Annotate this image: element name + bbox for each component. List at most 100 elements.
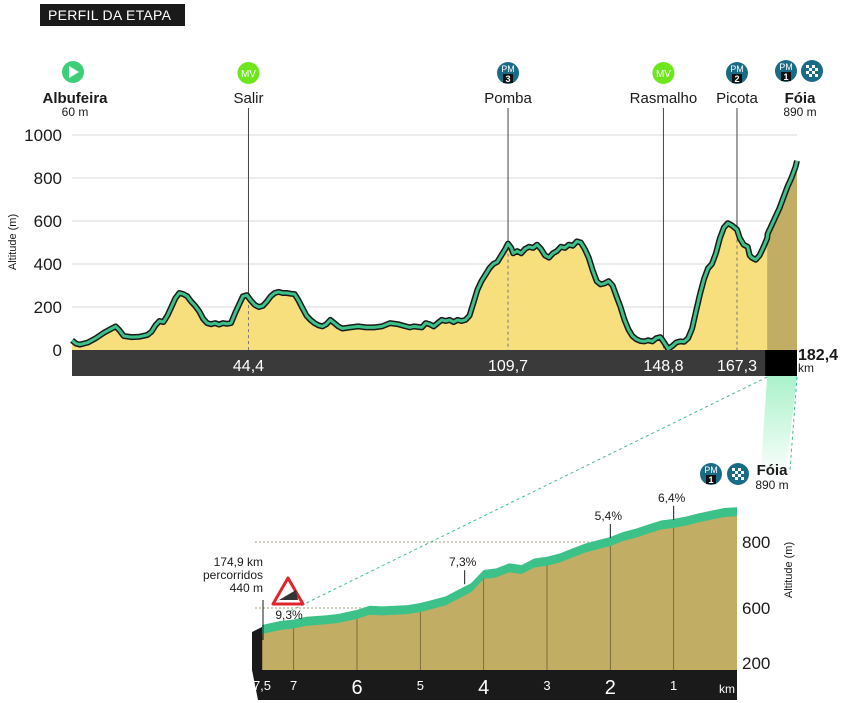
detail-km-label: 4: [478, 677, 489, 699]
detail-km-bar: 7,5 7 6 5 4 3 2 1 km: [252, 670, 737, 700]
header-title: PERFIL DA ETAPA: [48, 7, 172, 23]
finish-flag-square: [735, 477, 738, 480]
pm-badge-text: PM: [501, 64, 515, 74]
pm-badge-category-box: [503, 74, 514, 83]
pm-badge-icon: PM1: [775, 60, 797, 82]
pm-badge-category: 3: [506, 74, 511, 84]
pm-badge-icon: PM2: [725, 62, 748, 84]
detail-finish-altitude: 890 m: [755, 478, 788, 492]
pm-badge-circle: [497, 62, 520, 84]
main-km-label: 109,7: [488, 358, 528, 375]
detail-profile-area: [252, 512, 737, 670]
main-km-label: 148,8: [643, 358, 683, 375]
start-icon: [62, 61, 84, 83]
detail-km-label: 3: [543, 678, 550, 693]
main-profile-area: [72, 160, 797, 350]
finish-flag-square: [735, 471, 738, 474]
sprint-badge-text: MV: [656, 69, 671, 80]
main-y-tick: 600: [34, 212, 62, 231]
finish-flag-square: [812, 65, 815, 68]
sprint-badge-icon: MV: [237, 62, 260, 84]
main-finish-km: 182,4: [798, 347, 838, 364]
pm-badge-text: PM: [704, 465, 718, 475]
main-profile-chart: 0 200 400 600 800 1000 Altitude (m) 44,4 109,7…: [7, 60, 838, 376]
header-background: [40, 4, 185, 26]
detail-y-tick: 800: [742, 533, 770, 552]
detail-km-label: 1: [670, 678, 677, 693]
pm-badge-category-box: [731, 74, 742, 83]
connector-glow: [760, 376, 797, 480]
start-note-line: percorridos: [203, 568, 263, 582]
detail-y-tick: 200: [742, 654, 770, 673]
detail-km-label: 7: [290, 678, 297, 693]
main-location-lines: [247, 108, 738, 350]
pm-badge-category: 1: [783, 72, 788, 82]
main-y-axis-label: Altitude (m): [7, 214, 19, 270]
main-y-tick: 0: [53, 341, 62, 360]
start-icon-triangle: [69, 66, 79, 78]
finish-flag-icon: [801, 60, 823, 82]
location-altitude: 890 m: [783, 105, 816, 119]
sprint-badge-circle: [652, 62, 675, 84]
pm-badge-circle: [725, 62, 748, 84]
warning-triangle: [271, 576, 305, 606]
finish-flag-square: [741, 471, 744, 474]
main-km-bar-final: [765, 350, 797, 376]
finish-flag-square: [732, 474, 735, 477]
pm-badge-category: 2: [734, 74, 739, 84]
detail-km-unit: km: [719, 682, 735, 696]
main-km-label: 44,4: [233, 358, 264, 375]
detail-road-band: [262, 507, 737, 634]
finish-flag-square: [809, 74, 812, 77]
main-km-bar: 44,4 109,7 148,8 167,3 182,4km: [72, 347, 838, 376]
header: PERFIL DA ETAPA: [40, 4, 185, 26]
pm-badge-icon: PM3: [497, 62, 520, 84]
location-name: Pomba: [484, 90, 532, 107]
main-y-tick: 800: [34, 169, 62, 188]
sprint-badge-text: MV: [241, 69, 256, 80]
pm-badge-text: PM: [779, 62, 793, 72]
finish-flag-square: [738, 474, 741, 477]
finish-flag-square: [815, 68, 818, 71]
finish-flag-square: [809, 68, 812, 71]
location-altitude: 60 m: [62, 105, 89, 119]
main-y-tick: 1000: [24, 126, 62, 145]
gradient-label: 5,4%: [595, 509, 623, 523]
finish-flag-square: [806, 65, 809, 68]
finish-flag-square: [812, 71, 815, 74]
location-name: Picota: [716, 90, 758, 107]
pm-badge-category: 1: [708, 475, 713, 485]
detail-start-wedge: [252, 627, 262, 670]
final-climb-chart: 200 600 800 Altitude (m) 7,5 7 6 5 4 3 2 1 km 9,3%…: [203, 462, 795, 700]
detail-km-label: 2: [605, 677, 616, 699]
start-note-line: 174,9 km: [214, 555, 263, 569]
location-name: Albufeira: [42, 90, 108, 107]
gradient-label: 7,3%: [449, 555, 477, 569]
detail-gradients: 9,3% 7,3% 5,4% 6,4%: [271, 491, 686, 622]
pm-badge-category-box: [706, 475, 716, 484]
detail-km-label: 7,5: [253, 678, 271, 693]
gradient-label: 6,4%: [658, 491, 686, 505]
finish-flag-square: [732, 468, 735, 471]
detail-km-label: 6: [351, 677, 362, 699]
main-profile-line: [71, 160, 799, 351]
detail-finish-name: Fóia: [757, 462, 788, 479]
detail-y-axis-label: Altitude (m): [783, 542, 795, 598]
detail-y-tick: 600: [742, 599, 770, 618]
finish-flag-square: [815, 74, 818, 77]
main-finish-km-unit: km: [798, 361, 814, 375]
warning-slope: [279, 590, 298, 600]
pm-badge-category-box: [781, 72, 791, 81]
pm-badge-icon: PM1: [700, 463, 722, 485]
main-y-tick: 200: [34, 298, 62, 317]
detail-y-tick-labels: 200 600 800: [742, 533, 770, 673]
main-km-label: 167,3: [717, 358, 757, 375]
pm-badge-text: PM: [730, 64, 744, 74]
location-name: Rasmalho: [630, 90, 698, 107]
main-y-tick-labels: 0 200 400 600 800 1000: [24, 126, 62, 360]
warning-slope-icon: [271, 576, 305, 606]
zoom-connector: [287, 376, 798, 613]
